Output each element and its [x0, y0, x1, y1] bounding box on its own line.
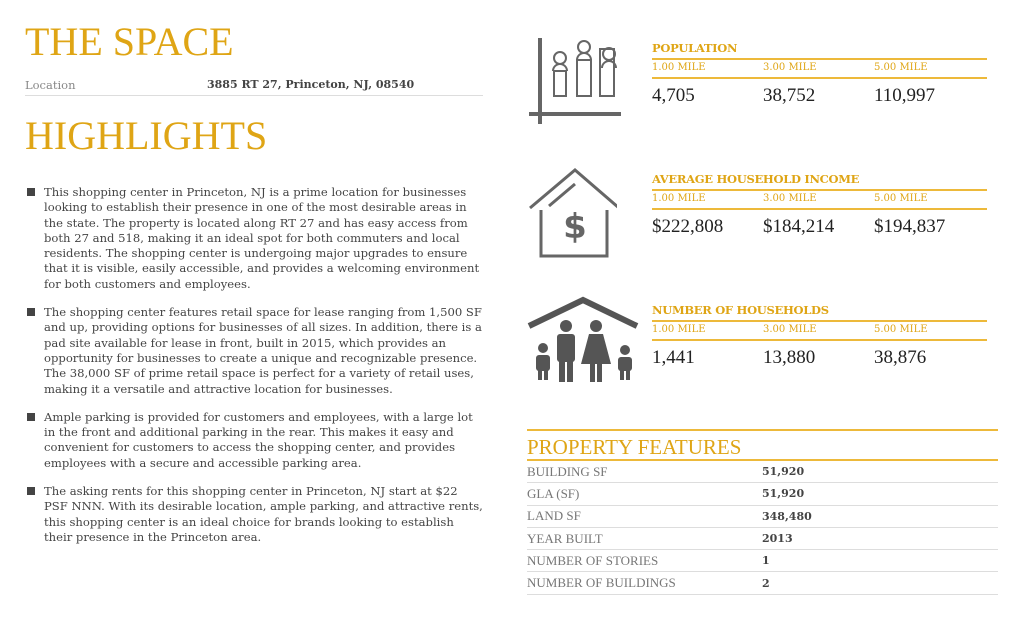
space-title: THE SPACE [25, 19, 234, 64]
table-row: NUMBER OF BUILDINGS 2 [527, 572, 998, 595]
population-block: POPULATION 1.00 MILE 3.00 MILE 5.00 MILE 4… [652, 41, 987, 107]
bullet-icon [27, 188, 35, 196]
radius-label: 1.00 MILE [652, 324, 706, 335]
location-label: Location [25, 78, 76, 92]
stat-title: AVERAGE HOUSEHOLD INCOME [652, 172, 987, 191]
highlight-item: The asking rents for this shopping cente… [25, 484, 483, 545]
bullet-icon [27, 308, 35, 317]
radius-label: 3.00 MILE [763, 193, 817, 204]
stat-title: NUMBER OF HOUSEHOLDS [652, 303, 987, 322]
table-row: BUILDING SF 51,920 [527, 461, 998, 484]
stat-value: 38,876 [874, 347, 927, 368]
location-value: 3885 RT 27, Princeton, NJ, 08540 [207, 78, 415, 91]
stat-value: 38,752 [763, 85, 816, 106]
house-dollar-icon: $ [529, 168, 617, 258]
bullet-icon [27, 412, 35, 421]
stat-value: $194,837 [874, 216, 946, 237]
highlight-item: This shopping center in Princeton, NJ is… [25, 185, 483, 292]
svg-text:$: $ [563, 207, 587, 247]
family-house-icon [527, 296, 639, 382]
table-row: NUMBER OF STORIES 1 [527, 550, 998, 573]
highlight-item: Ample parking is provided for customers … [25, 410, 483, 471]
stat-value: 13,880 [763, 347, 816, 368]
radius-label: 1.00 MILE [652, 193, 706, 204]
radius-label: 5.00 MILE [874, 62, 928, 73]
radius-label: 5.00 MILE [874, 324, 928, 335]
radius-label: 3.00 MILE [763, 324, 817, 335]
highlights-list: This shopping center in Princeton, NJ is… [25, 185, 483, 558]
property-features-title: PROPERTY FEATURES [527, 431, 998, 461]
table-row: GLA (SF) 51,920 [527, 483, 998, 506]
radius-label: 3.00 MILE [763, 62, 817, 73]
location-row: Location 3885 RT 27, Princeton, NJ, 0854… [25, 76, 483, 96]
stat-value: 1,441 [652, 347, 695, 368]
highlights-title: HIGHLIGHTS [25, 113, 268, 158]
stat-value: $184,214 [763, 216, 835, 237]
stat-value: $222,808 [652, 216, 724, 237]
highlight-item: The shopping center features retail spac… [25, 305, 483, 397]
table-row: LAND SF 348,480 [527, 506, 998, 528]
bullet-icon [27, 487, 35, 496]
stat-value: 110,997 [874, 85, 936, 106]
stat-title: POPULATION [652, 41, 987, 60]
stat-value: 4,705 [652, 85, 695, 106]
property-features-table: PROPERTY FEATURES BUILDING SF 51,920 GLA … [527, 429, 998, 595]
income-block: AVERAGE HOUSEHOLD INCOME 1.00 MILE 3.00 M… [652, 172, 987, 238]
households-block: NUMBER OF HOUSEHOLDS 1.00 MILE 3.00 MILE 5… [652, 303, 987, 369]
table-row: YEAR BUILT 2013 [527, 528, 998, 551]
person-icon [601, 47, 617, 68]
radius-label: 1.00 MILE [652, 62, 706, 73]
radius-label: 5.00 MILE [874, 193, 928, 204]
